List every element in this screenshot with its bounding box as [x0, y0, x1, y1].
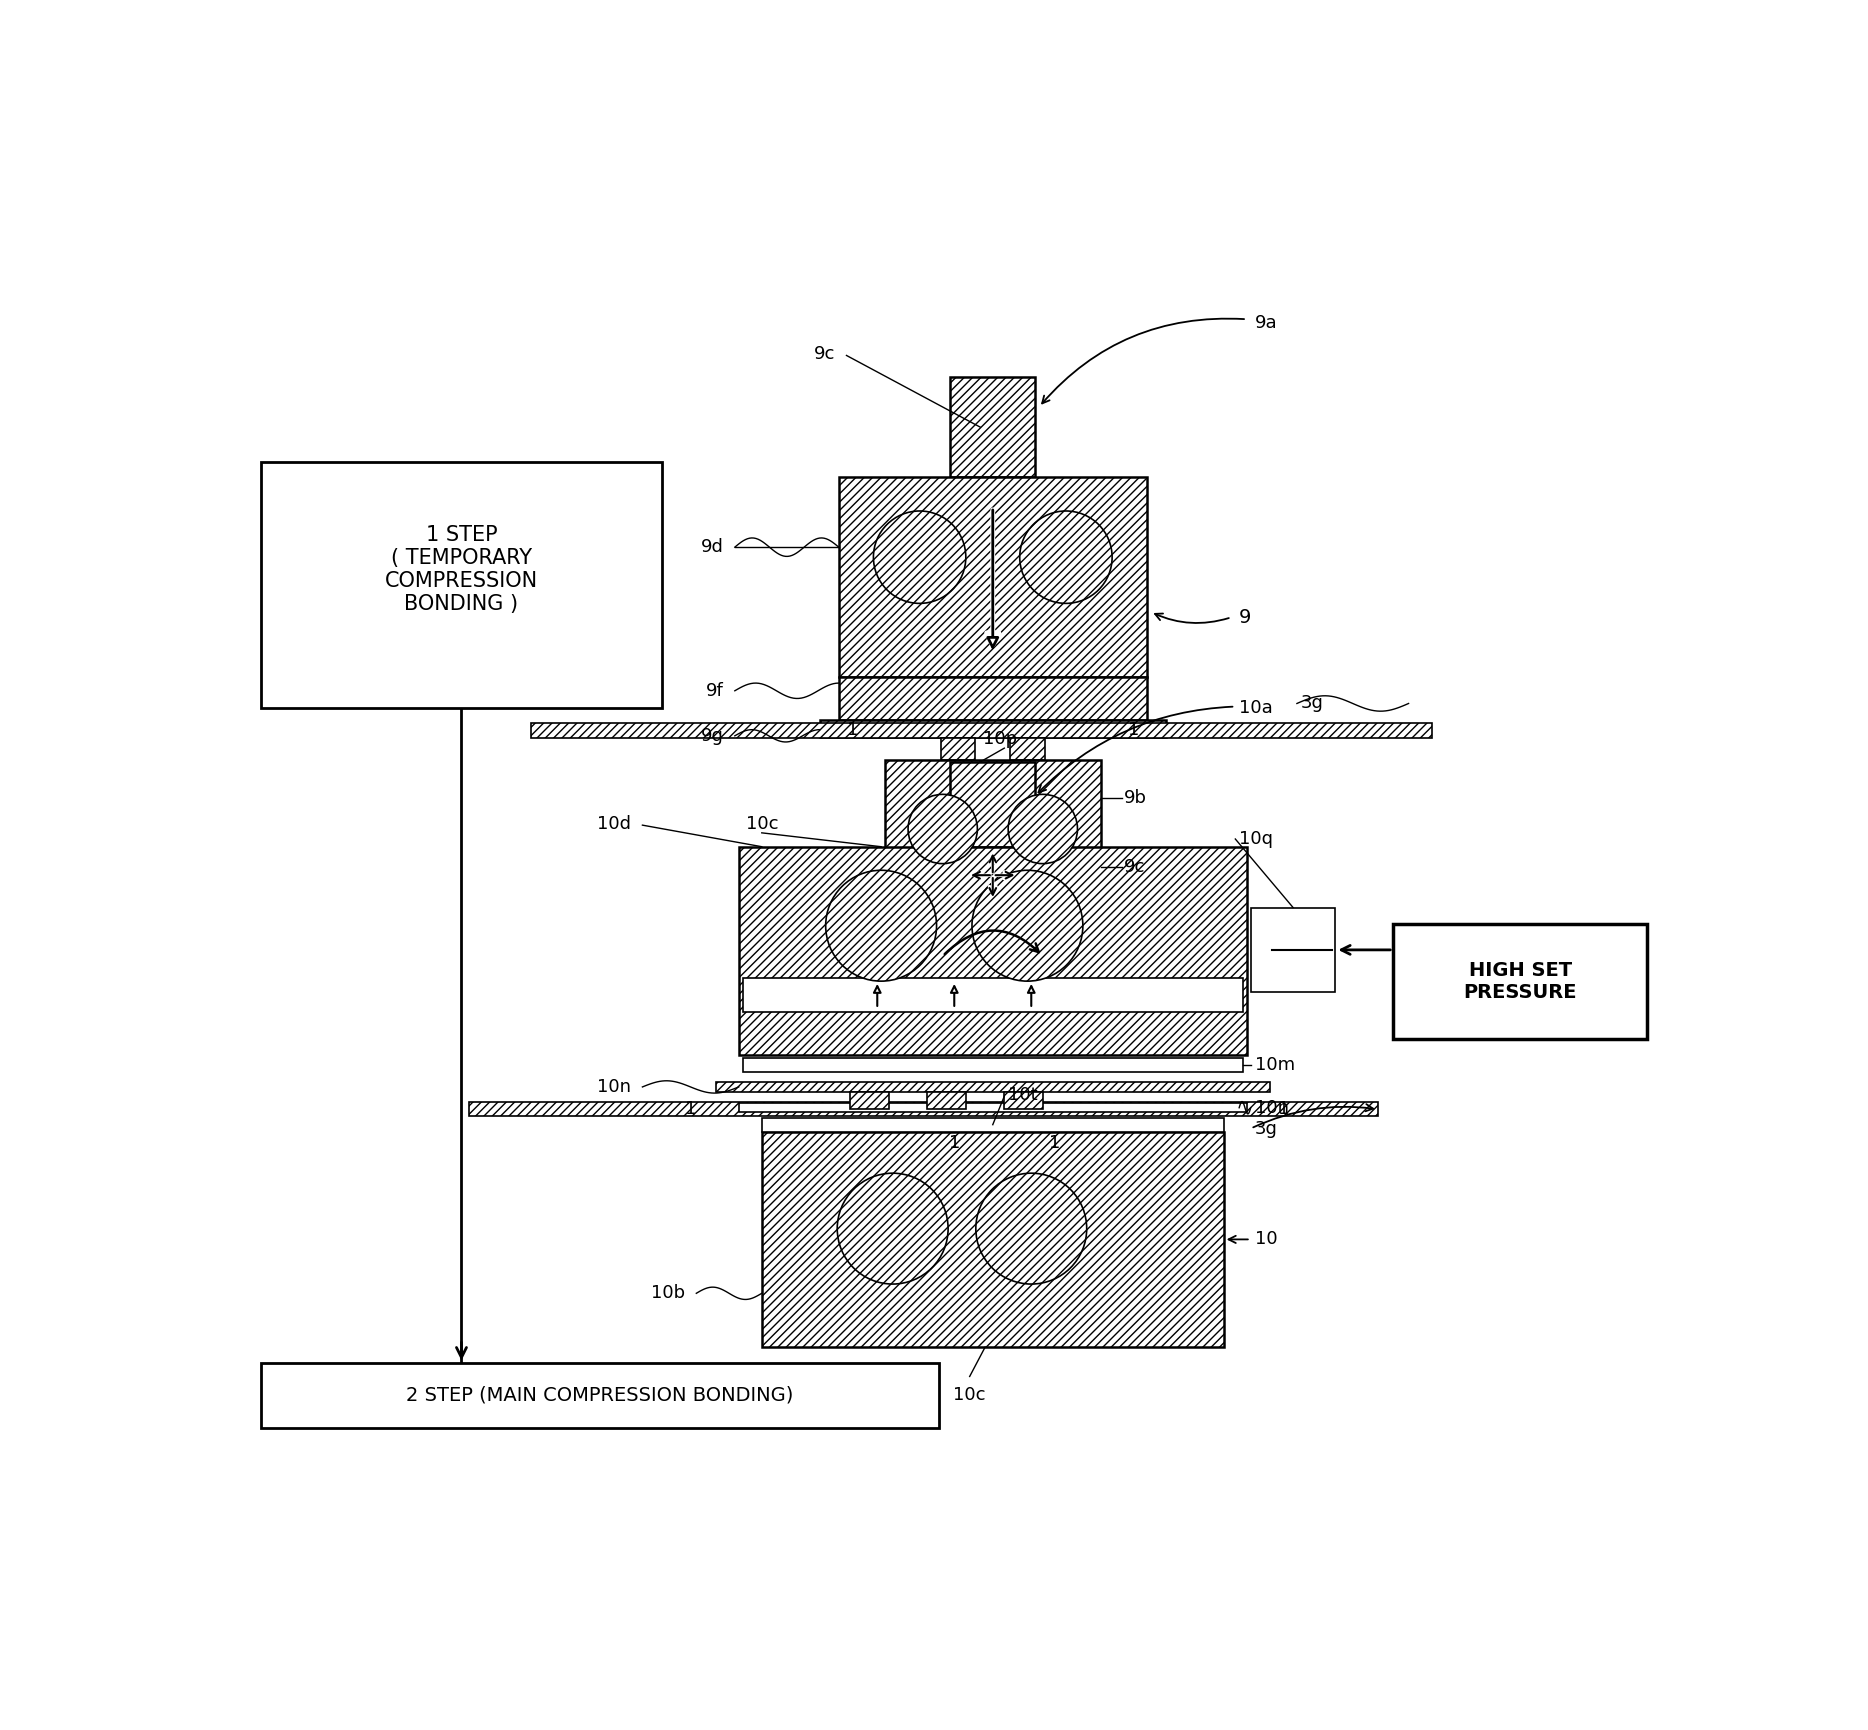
Text: 1: 1 — [949, 1135, 960, 1152]
Bar — [762, 1131, 1224, 1348]
Text: 1: 1 — [846, 721, 857, 739]
Bar — [885, 759, 1100, 913]
Bar — [927, 1092, 966, 1109]
Text: 10c: 10c — [953, 1386, 986, 1403]
Circle shape — [971, 870, 1083, 981]
Bar — [1394, 924, 1648, 1040]
Bar — [738, 846, 1246, 1055]
Bar — [951, 377, 1035, 477]
Text: 10q: 10q — [1238, 830, 1274, 848]
Bar — [1011, 739, 1044, 759]
Text: 1: 1 — [1278, 1100, 1289, 1118]
Bar — [762, 1131, 1224, 1348]
Bar — [762, 1118, 1224, 1131]
Circle shape — [975, 1173, 1087, 1284]
Text: 10: 10 — [1255, 1230, 1278, 1249]
Bar — [738, 1104, 1246, 1112]
Bar — [262, 1363, 940, 1427]
Bar — [927, 1092, 966, 1109]
Bar — [1005, 1092, 1042, 1109]
Bar — [1011, 739, 1044, 759]
Bar — [1252, 908, 1336, 993]
Bar — [262, 462, 661, 708]
Circle shape — [1020, 510, 1111, 604]
Bar — [742, 977, 1242, 1012]
Text: 10b: 10b — [650, 1284, 686, 1303]
Text: 9a: 9a — [1255, 315, 1278, 332]
Bar — [839, 477, 1147, 678]
Text: 10d: 10d — [598, 815, 631, 832]
Text: 1: 1 — [1128, 721, 1139, 739]
Text: 10m: 10m — [1255, 1057, 1295, 1074]
Bar — [941, 739, 975, 759]
Bar — [715, 1083, 1270, 1092]
Text: 10c: 10c — [745, 815, 777, 832]
Circle shape — [874, 510, 966, 604]
Bar — [742, 1059, 1242, 1073]
Text: 2 STEP (MAIN COMPRESSION BONDING): 2 STEP (MAIN COMPRESSION BONDING) — [407, 1386, 794, 1405]
Bar — [820, 720, 1166, 737]
Bar — [850, 1092, 889, 1109]
Text: 10n: 10n — [598, 1078, 631, 1095]
Bar — [820, 720, 1166, 737]
Bar — [951, 761, 1035, 846]
Bar — [531, 723, 1431, 739]
Text: 9c: 9c — [814, 344, 835, 363]
Text: 10p: 10p — [983, 730, 1018, 747]
Text: 10a: 10a — [1238, 699, 1272, 718]
Text: 9d: 9d — [700, 538, 723, 555]
Bar — [885, 759, 1100, 913]
Circle shape — [908, 794, 977, 863]
Bar — [951, 761, 1035, 846]
Bar — [531, 723, 1431, 739]
Circle shape — [1009, 794, 1078, 863]
Text: 9f: 9f — [706, 682, 723, 699]
Circle shape — [826, 870, 936, 981]
Text: 1: 1 — [1048, 1135, 1059, 1152]
Text: 1: 1 — [686, 1100, 697, 1118]
Circle shape — [837, 1173, 949, 1284]
Text: 9b: 9b — [1125, 789, 1147, 808]
Bar — [715, 1083, 1270, 1092]
Text: 9: 9 — [1238, 607, 1252, 626]
Bar — [839, 678, 1147, 720]
Text: 10t: 10t — [1009, 1086, 1039, 1104]
Bar — [738, 846, 1246, 1055]
Text: 3g: 3g — [1300, 694, 1324, 713]
Text: 3g: 3g — [1255, 1119, 1278, 1138]
Bar — [839, 678, 1147, 720]
Text: 9g: 9g — [700, 727, 723, 746]
Text: 10n: 10n — [1255, 1099, 1289, 1118]
Bar — [941, 739, 975, 759]
Bar — [850, 1092, 889, 1109]
Bar — [1005, 1092, 1042, 1109]
Bar — [469, 1102, 1379, 1116]
Bar — [839, 477, 1147, 678]
Text: 9c: 9c — [1125, 858, 1145, 877]
Bar — [951, 377, 1035, 477]
Bar — [469, 1102, 1379, 1116]
Text: HIGH SET
PRESSURE: HIGH SET PRESSURE — [1463, 960, 1577, 1002]
Text: 1 STEP
( TEMPORARY
COMPRESSION
BONDING ): 1 STEP ( TEMPORARY COMPRESSION BONDING ) — [385, 524, 538, 614]
